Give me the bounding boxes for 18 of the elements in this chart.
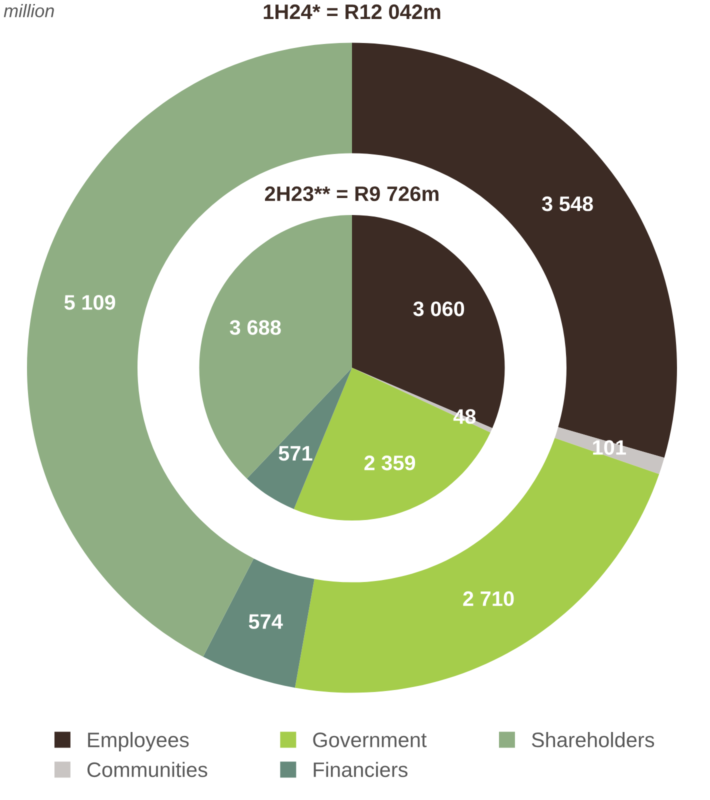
legend-label: Shareholders xyxy=(532,732,654,748)
slice-label: 2H23** = R9 726m xyxy=(264,186,438,202)
data-label: 2 359 xyxy=(364,456,416,470)
data-label: 3 060 xyxy=(413,301,464,316)
slice-label: 1H24* = R12 042m xyxy=(264,4,440,20)
text: million xyxy=(4,4,54,18)
data-label: 574 xyxy=(248,614,283,629)
data-label: 5 109 xyxy=(64,295,116,310)
legend-label: Government xyxy=(313,732,427,748)
data-label: 101 xyxy=(593,440,626,455)
data-label: 3 688 xyxy=(230,320,281,335)
legend-label: Financiers xyxy=(314,762,408,778)
data-label: 571 xyxy=(278,446,312,461)
legend-label: Communities xyxy=(87,762,208,778)
data-label: 3 548 xyxy=(542,196,593,212)
data-label: 2 710 xyxy=(463,591,514,606)
legend-label: Employees xyxy=(88,732,189,752)
data-label: 48 xyxy=(453,409,476,424)
